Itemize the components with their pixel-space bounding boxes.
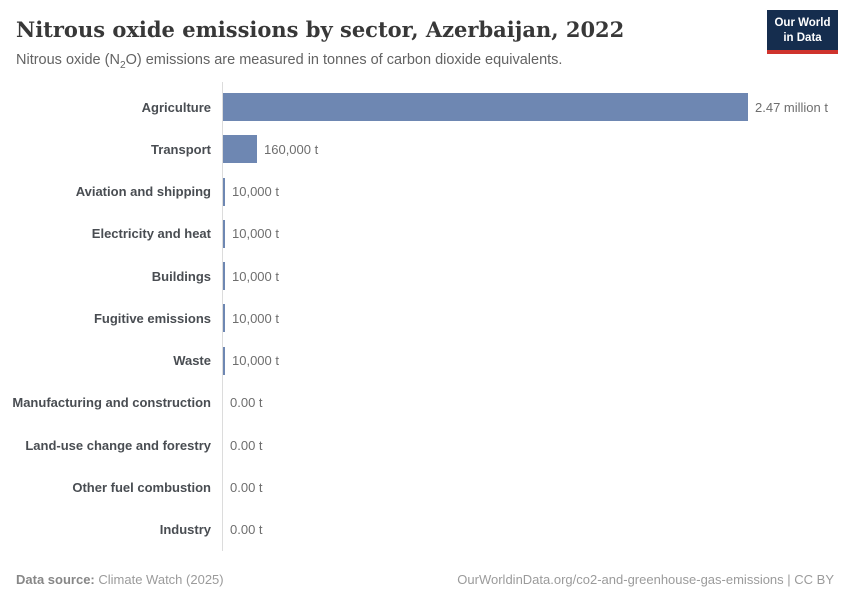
bar-plot-area: 10,000 t — [217, 340, 850, 382]
bar-plot-area: 0.00 t — [217, 466, 850, 508]
value-label: 10,000 t — [232, 268, 279, 284]
bar-row[interactable]: Transport 160,000 t — [0, 128, 850, 170]
value-label: 10,000 t — [232, 353, 279, 369]
category-label: Agriculture — [141, 99, 211, 115]
bar-row[interactable]: Aviation and shipping 10,000 t — [0, 171, 850, 213]
value-label: 10,000 t — [232, 226, 279, 242]
bar[interactable] — [223, 219, 225, 248]
category-label: Industry — [159, 522, 211, 538]
bar[interactable] — [223, 262, 225, 291]
bar-plot-area: 160,000 t — [217, 128, 850, 170]
bar[interactable] — [223, 304, 225, 333]
value-label: 0.00 t — [230, 437, 263, 453]
value-label: 10,000 t — [232, 184, 279, 200]
bar-row[interactable]: Agriculture 2.47 million t — [0, 86, 850, 128]
chart-footer: Data source: Climate Watch (2025) OurWor… — [16, 572, 834, 587]
bar-row[interactable]: Other fuel combustion 0.00 t — [0, 466, 850, 508]
chart-header: Nitrous oxide emissions by sector, Azerb… — [0, 0, 850, 73]
bar-row[interactable]: Manufacturing and construction 0.00 t — [0, 382, 850, 424]
bar-plot-area: 2.47 million t — [217, 86, 850, 128]
bar-plot-area: 0.00 t — [217, 424, 850, 466]
category-label: Transport — [151, 141, 211, 157]
value-label: 0.00 t — [230, 480, 263, 496]
bar[interactable] — [223, 177, 225, 206]
owid-logo-line2: in Data — [783, 32, 822, 45]
category-label: Waste — [173, 353, 211, 369]
subtitle-subscript: 2 — [119, 60, 126, 72]
value-label: 0.00 t — [230, 395, 263, 411]
owid-logo[interactable]: Our World in Data — [767, 10, 838, 55]
category-label: Buildings — [151, 268, 211, 284]
bar[interactable] — [223, 135, 257, 164]
data-source: Data source: Climate Watch (2025) — [16, 572, 224, 587]
chart-subtitle: Nitrous oxide (N2O) emissions are measur… — [16, 51, 755, 73]
bar-plot-area: 10,000 t — [217, 213, 850, 255]
category-label: Land-use change and forestry — [25, 437, 211, 453]
subtitle-text-pre: Nitrous oxide (N — [16, 52, 120, 69]
bar-row[interactable]: Waste 10,000 t — [0, 340, 850, 382]
bar-row[interactable]: Fugitive emissions 10,000 t — [0, 297, 850, 339]
category-label: Electricity and heat — [91, 226, 211, 242]
value-label: 160,000 t — [264, 141, 319, 157]
category-label: Manufacturing and construction — [12, 395, 211, 411]
bar[interactable] — [223, 93, 748, 122]
bar-row[interactable]: Electricity and heat 10,000 t — [0, 213, 850, 255]
bar-row[interactable]: Industry 0.00 t — [0, 509, 850, 551]
y-axis-line — [222, 82, 223, 551]
page-title: Nitrous oxide emissions by sector, Azerb… — [16, 17, 625, 42]
bar-plot-area: 10,000 t — [217, 171, 850, 213]
data-source-value: Climate Watch (2025) — [98, 572, 224, 587]
value-label: 0.00 t — [230, 522, 263, 538]
bar-plot-area: 10,000 t — [217, 297, 850, 339]
value-label: 2.47 million t — [755, 99, 828, 115]
bar-plot-area: 0.00 t — [217, 382, 850, 424]
category-label: Aviation and shipping — [75, 184, 211, 200]
bar-row[interactable]: Land-use change and forestry 0.00 t — [0, 424, 850, 466]
value-label: 10,000 t — [232, 310, 279, 326]
subtitle-text-post: O) emissions are measured in tonnes of c… — [125, 52, 563, 69]
bar-plot-area: 10,000 t — [217, 255, 850, 297]
bar[interactable] — [223, 346, 225, 375]
bar-chart: Agriculture 2.47 million t Transport 160,00… — [0, 86, 850, 551]
bar-plot-area: 0.00 t — [217, 509, 850, 551]
category-label: Other fuel combustion — [72, 480, 211, 496]
owid-logo-line1: Our World — [774, 17, 831, 29]
data-source-label: Data source: — [16, 572, 95, 587]
credit-line[interactable]: OurWorldinData.org/co2-and-greenhouse-ga… — [457, 572, 834, 587]
bar-row[interactable]: Buildings 10,000 t — [0, 255, 850, 297]
category-label: Fugitive emissions — [93, 310, 211, 326]
